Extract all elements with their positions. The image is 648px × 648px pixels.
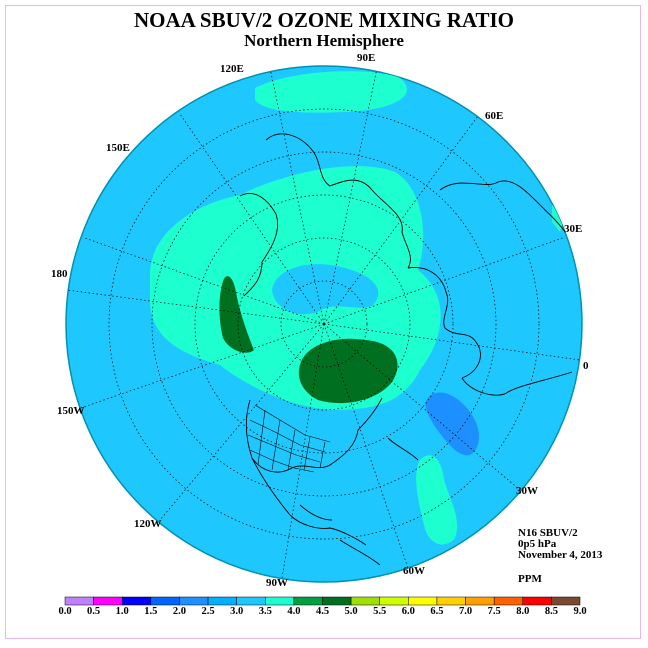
- ozone-contour-3p0-3p5-inner: [272, 264, 379, 315]
- ozone-contour-3p5-4p0-south: [416, 455, 458, 545]
- colorbar-swatch: [379, 596, 409, 606]
- colorbar-tick-label: 9.0: [573, 606, 587, 617]
- lon-label-180: 180: [51, 268, 68, 280]
- instrument-label: N16 SBUV/2: [518, 527, 578, 539]
- lon-label-60w: 60W: [403, 565, 425, 577]
- colorbar-tick-label: 0.5: [87, 606, 101, 617]
- colorbar: [64, 596, 581, 606]
- chart-subtitle: Northern Hemisphere: [244, 31, 404, 50]
- graticule: [66, 67, 581, 579]
- lon-label-120e: 120E: [220, 63, 244, 75]
- lon-label-30w: 30W: [516, 485, 538, 497]
- lon-label-150e: 150E: [106, 142, 130, 154]
- colorbar-swatch: [179, 596, 209, 606]
- colorbar-tick-label: 1.5: [144, 606, 158, 617]
- colorbar-swatch: [207, 596, 237, 606]
- ozone-contour-3p5-4p0-top: [255, 71, 407, 113]
- colorbar-swatch: [93, 596, 123, 606]
- colorbar-tick-label: 5.0: [344, 606, 358, 617]
- colorbar-swatch: [293, 596, 323, 606]
- level-label: 0p5 hPa: [518, 538, 557, 550]
- colorbar-swatch: [150, 596, 180, 606]
- ozone-contour-2p5-3p0: [425, 392, 479, 456]
- lon-label-0: 0: [583, 360, 589, 372]
- lon-label-120w: 120W: [134, 518, 162, 530]
- colorbar-tick-label: 2.0: [172, 606, 186, 617]
- colorbar-tick-label: 4.0: [287, 606, 301, 617]
- lon-label-150w: 150W: [57, 405, 85, 417]
- colorbar-tick-label: 3.5: [258, 606, 272, 617]
- colorbar-swatch: [265, 596, 295, 606]
- ozone-contour-4p0-4p5: [298, 338, 398, 404]
- colorbar-swatch: [522, 596, 552, 606]
- colorbar-tick-label: 8.0: [516, 606, 530, 617]
- colorbar-tick-label: 2.5: [201, 606, 215, 617]
- colorbar-tick-label: 7.0: [458, 606, 473, 617]
- colorbar-swatch: [322, 596, 352, 606]
- ozone-contour-3p5-4p0-east: [552, 205, 565, 232]
- colorbar-swatch: [408, 596, 438, 606]
- colorbar-swatch: [436, 596, 466, 606]
- colorbar-tick-label: 8.5: [544, 606, 558, 617]
- colorbar-swatch: [236, 596, 266, 606]
- lon-label-90e: 90E: [357, 52, 376, 64]
- ozone-contour-4p0-4p5-west: [219, 276, 254, 353]
- colorbar-tick-label: 5.5: [373, 606, 387, 617]
- colorbar-tick-label: 7.5: [487, 606, 501, 617]
- colorbar-tick-label: 6.0: [401, 606, 415, 617]
- colorbar-tick-label: 3.0: [230, 606, 244, 617]
- colorbar-tick-label: 1.0: [115, 606, 129, 617]
- colorbar-tick-label: 0.0: [58, 606, 72, 617]
- colorbar-swatch: [551, 596, 581, 606]
- lon-label-30e: 30E: [564, 223, 583, 235]
- colorbar-swatch: [465, 596, 495, 606]
- lon-label-60e: 60E: [485, 110, 504, 122]
- date-label: November 4, 2013: [518, 549, 603, 561]
- chart-title: NOAA SBUV/2 OZONE MIXING RATIO: [134, 8, 514, 32]
- colorbar-tick-label: 6.5: [430, 606, 444, 617]
- colorbar-swatch: [493, 596, 524, 606]
- units-label: PPM: [518, 573, 542, 585]
- colorbar-swatch: [350, 596, 380, 606]
- colorbar-swatch: [121, 596, 152, 606]
- colorbar-tick-label: 4.5: [315, 606, 330, 617]
- plot-frame: [5, 5, 641, 639]
- state-borders: [247, 404, 331, 473]
- lon-label-90w: 90W: [266, 577, 288, 589]
- colorbar-swatch: [64, 596, 94, 606]
